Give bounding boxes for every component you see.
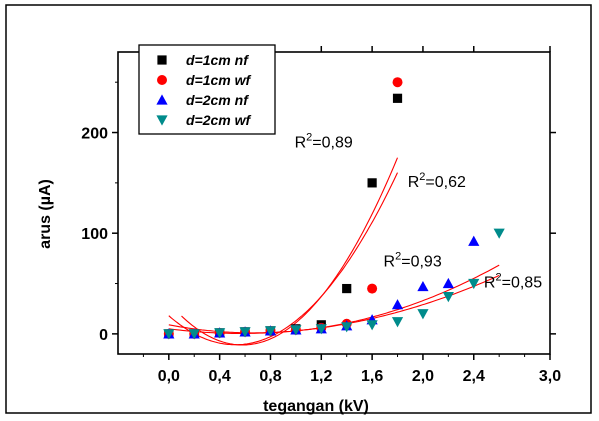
r-squared-label: R2=0,93 — [384, 250, 442, 270]
legend-label: d=1cm nf — [186, 52, 249, 68]
x-tick-label: 0,4 — [209, 368, 231, 385]
data-point — [366, 320, 378, 331]
data-point — [367, 178, 377, 188]
axes: 0,0 0,4 0,8 1,2 1,6 2,0 2,4 3,0 0 100 200 — [81, 46, 561, 385]
legend-marker — [157, 55, 167, 65]
data-point — [341, 322, 353, 333]
y-tick-label: 0 — [99, 327, 108, 344]
data-point — [315, 324, 327, 335]
series-d-2cm-wf — [163, 228, 505, 340]
data-point — [417, 280, 429, 292]
r-squared-label: R2=0,89 — [295, 132, 353, 152]
data-point — [442, 277, 454, 289]
x-axis-title: tegangan (kV) — [263, 398, 369, 415]
r-squared-label: R2=0,62 — [408, 171, 466, 191]
plot-area: R2=0,89 R2=0,62 R2=0,93 R2=0,85 — [163, 77, 542, 346]
legend: d=1cm nf d=1cm wf d=2cm nf d=2cm wf — [138, 44, 276, 135]
data-point — [442, 292, 454, 303]
x-tick-label: 1,6 — [361, 368, 383, 385]
legend-marker — [156, 115, 168, 126]
legend-marker — [157, 75, 167, 85]
data-point — [493, 228, 505, 239]
legend-label: d=2cm wf — [186, 112, 252, 128]
x-tick-label: 2,4 — [463, 368, 485, 385]
legend-marker — [156, 94, 168, 105]
plot-frame — [117, 51, 551, 355]
data-point — [391, 317, 404, 328]
data-point — [391, 299, 404, 310]
data-point — [392, 77, 403, 88]
x-tick-label: 3,0 — [539, 368, 561, 385]
data-point — [342, 283, 352, 294]
data-point — [367, 283, 378, 294]
x-tick-label: 1,2 — [310, 368, 332, 385]
data-point — [214, 328, 226, 339]
y-tick-label: 100 — [81, 226, 108, 243]
data-point — [264, 326, 277, 337]
data-point — [417, 309, 429, 320]
legend-label: d=2cm nf — [186, 92, 249, 108]
data-point — [392, 93, 403, 103]
legend-label: d=1cm wf — [186, 72, 252, 88]
fit-curve — [181, 157, 399, 346]
data-point — [163, 329, 175, 340]
r-squared-label: R2=0,85 — [484, 272, 542, 292]
x-tick-label: 0,0 — [158, 368, 180, 385]
data-point — [188, 329, 200, 340]
data-point — [468, 235, 480, 246]
fit-curve — [168, 172, 398, 346]
y-axis-title: arus (µA) — [37, 179, 54, 249]
x-tick-label: 0,8 — [259, 368, 281, 385]
outer-frame — [5, 4, 592, 414]
x-tick-label: 2,0 — [412, 368, 434, 385]
data-point — [239, 327, 251, 338]
data-point — [290, 325, 302, 336]
y-tick-label: 200 — [81, 126, 108, 143]
data-point — [468, 278, 480, 290]
